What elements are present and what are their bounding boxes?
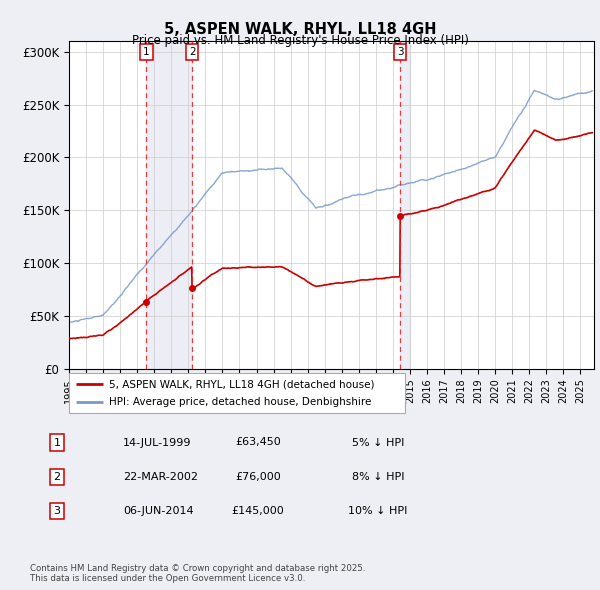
Text: 1: 1: [143, 47, 149, 57]
Bar: [400, 41, 410, 369]
Text: 10% ↓ HPI: 10% ↓ HPI: [349, 506, 407, 516]
Text: 5, ASPEN WALK, RHYL, LL18 4GH (detached house): 5, ASPEN WALK, RHYL, LL18 4GH (detached …: [109, 379, 375, 389]
Text: 22-MAR-2002: 22-MAR-2002: [123, 472, 198, 481]
Bar: [146, 41, 192, 369]
FancyBboxPatch shape: [69, 373, 405, 413]
Text: 2: 2: [53, 472, 61, 481]
Text: £145,000: £145,000: [232, 506, 284, 516]
Text: £63,450: £63,450: [235, 438, 281, 447]
Text: 3: 3: [53, 506, 61, 516]
Text: 5, ASPEN WALK, RHYL, LL18 4GH: 5, ASPEN WALK, RHYL, LL18 4GH: [164, 22, 436, 37]
Text: 06-JUN-2014: 06-JUN-2014: [123, 506, 194, 516]
Text: Contains HM Land Registry data © Crown copyright and database right 2025.
This d: Contains HM Land Registry data © Crown c…: [30, 563, 365, 583]
Text: £76,000: £76,000: [235, 472, 281, 481]
Text: 14-JUL-1999: 14-JUL-1999: [123, 438, 191, 447]
Text: 2: 2: [189, 47, 196, 57]
Text: 1: 1: [53, 438, 61, 447]
Text: 5% ↓ HPI: 5% ↓ HPI: [352, 438, 404, 447]
Text: 3: 3: [397, 47, 404, 57]
Text: HPI: Average price, detached house, Denbighshire: HPI: Average price, detached house, Denb…: [109, 397, 371, 407]
Text: Price paid vs. HM Land Registry's House Price Index (HPI): Price paid vs. HM Land Registry's House …: [131, 34, 469, 47]
Text: 8% ↓ HPI: 8% ↓ HPI: [352, 472, 404, 481]
